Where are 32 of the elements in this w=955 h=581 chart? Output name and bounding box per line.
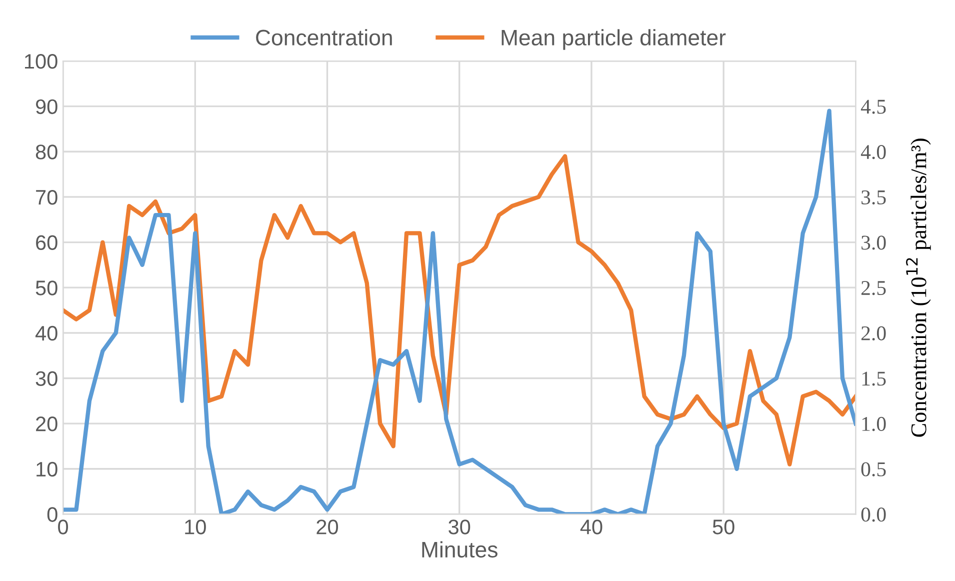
y-tick-label: 30 [36, 371, 58, 386]
x-tick-label: 0 [58, 520, 68, 534]
y2-tick-label: 2.0 [861, 326, 886, 340]
x-tick-label: 10 [185, 520, 206, 534]
y-tick-label: 20 [36, 416, 58, 432]
x-tick-label: 20 [316, 520, 338, 534]
x-axis-title: Minutes [422, 541, 498, 558]
y2-tick-label: 4.5 [860, 100, 886, 114]
y-tick-label: 50 [36, 280, 58, 296]
y-tick-label: 100 [25, 54, 58, 69]
x-tick-label: 30 [448, 520, 470, 534]
y2-tick-label: 0.5 [861, 462, 886, 476]
y-tick-label: 70 [36, 190, 58, 205]
y-tick-label: 40 [35, 326, 58, 341]
legend-label: Mean particle diameter [502, 29, 726, 50]
y2-axis-title: Concentration (10$^{12}$ particles/m³) [906, 138, 931, 437]
y-tick-label: 60 [36, 235, 58, 250]
y2-tick-label: 4.0 [860, 145, 886, 160]
y-tick-label: 10 [36, 462, 58, 477]
x-tick-label: 40 [580, 520, 602, 534]
y2-tick-label: 1.0 [862, 416, 886, 432]
y-tick-label: 0 [47, 507, 58, 522]
y2-tick-label: 2.5 [861, 281, 886, 296]
y2-tick-label: 1.5 [862, 372, 886, 386]
y-tick-label: 80 [36, 144, 58, 160]
line-series [63, 154, 856, 466]
x-tick-label: 50 [712, 520, 734, 534]
legend-label: Concentration [256, 29, 392, 46]
y2-tick-label: 3.5 [862, 190, 886, 204]
y2-tick-label: 0.0 [861, 508, 886, 522]
y-tick-label: 90 [36, 99, 58, 114]
y2-tick-label: 3.0 [862, 236, 886, 250]
